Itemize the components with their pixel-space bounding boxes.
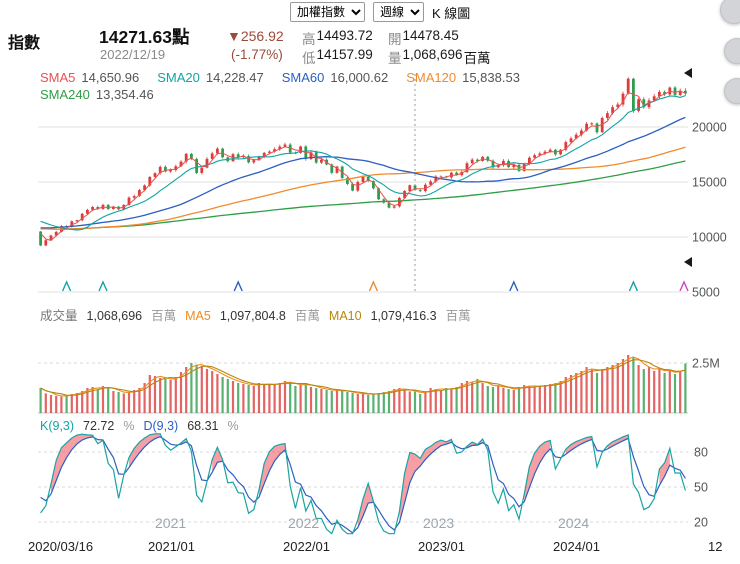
high-label: 高 — [302, 32, 316, 47]
sma120-value: 15,838.53 — [462, 70, 520, 85]
volume-ma5-label: MA5 — [185, 309, 211, 323]
volume-ma5-unit: 百萬 — [294, 309, 320, 323]
open-readout: 開 14478.45 — [388, 28, 459, 48]
event-markers — [61, 280, 689, 292]
kd-indicator-chart[interactable]: 80 50 20 — [0, 426, 740, 538]
sma120-label: SMA120 — [406, 70, 457, 85]
k-label: K(9,3) — [40, 419, 75, 433]
price-change: ▼256.92 — [227, 28, 284, 44]
candles — [39, 77, 687, 247]
volume-bars — [39, 355, 687, 413]
period-select[interactable]: 週線 — [373, 2, 424, 22]
sma5-value: 14,650.96 — [81, 70, 140, 85]
range-handle-bottom-icon[interactable] — [684, 257, 692, 267]
price-axis-tick: 15000 — [692, 176, 727, 190]
volume-legend: 成交量 1,068,696 百萬 MA5 1,097,804.8 百萬 MA10… — [40, 305, 471, 324]
volume-ma5-value: 1,097,804.8 — [219, 309, 286, 323]
volume-series-value: 1,068,696 — [86, 309, 143, 323]
k-value: 72.72 — [83, 419, 115, 433]
index-select[interactable]: 加權指數 — [290, 2, 365, 22]
range-handle-top-icon[interactable] — [684, 68, 692, 78]
main-price-chart[interactable]: 20000 15000 10000 5000 — [0, 66, 740, 302]
x-axis-label-2022: 2022/01 — [283, 539, 330, 554]
volume-ma10-value: 1,079,416.3 — [370, 309, 437, 323]
kd-axis-tick: 80 — [694, 446, 708, 460]
floating-widget-button-1[interactable] — [720, 0, 740, 24]
sma-legend-row2: SMA240 13,354.46 — [40, 87, 154, 102]
index-price: 14271.63點 — [99, 27, 190, 47]
price-axis-tick: 20000 — [692, 121, 727, 135]
price-axis-tick: 10000 — [692, 231, 727, 245]
k-unit: % — [123, 419, 135, 433]
sma240-value: 13,354.46 — [95, 87, 154, 102]
quote-date: 2022/12/19 — [100, 47, 166, 62]
sma-lines — [40, 90, 686, 241]
d-value: 68.31 — [187, 419, 219, 433]
price-axis-tick: 5000 — [692, 286, 720, 300]
volume-series-label: 成交量 — [40, 309, 78, 323]
low-readout: 低 14157.99 — [302, 47, 373, 67]
year-watermark-2024: 2024 — [558, 515, 590, 531]
floating-widget-button-2[interactable] — [724, 38, 740, 64]
low-value: 14157.99 — [316, 47, 373, 62]
volume-series-unit: 百萬 — [151, 309, 177, 323]
d-unit: % — [227, 419, 239, 433]
sma60-label: SMA60 — [281, 70, 325, 85]
volume-value: 1,068,696 — [402, 47, 463, 62]
open-label: 開 — [388, 32, 402, 47]
x-axis-label-2024: 2024/01 — [553, 539, 600, 554]
sma20-value: 14,228.47 — [205, 70, 264, 85]
volume-readout: 量 1,068,696 百萬 — [388, 47, 491, 67]
sma-legend-row1: SMA5 14,650.96 SMA20 14,228.47 SMA60 16,000… — [40, 70, 520, 85]
d-label: D(9,3) — [143, 419, 179, 433]
year-watermark-2022: 2022 — [288, 515, 320, 531]
kd-lines — [40, 433, 686, 535]
volume-ma10-unit: 百萬 — [445, 309, 471, 323]
sma240-label: SMA240 — [40, 87, 90, 102]
volume-chart[interactable]: 2.5M — [0, 322, 740, 417]
x-axis-label-end: 12 — [708, 539, 723, 554]
toolbar: 加權指數 週線 K 線圖 — [290, 2, 470, 22]
kd-axis-tick: 50 — [694, 481, 708, 495]
volume-unit: 百萬 — [463, 51, 491, 66]
low-label: 低 — [302, 51, 316, 66]
chart-type-label: K 線圖 — [432, 6, 471, 21]
year-watermark-2023: 2023 — [423, 515, 455, 531]
x-axis-label-2021: 2021/01 — [148, 539, 195, 554]
x-axis-label-2023: 2023/01 — [418, 539, 465, 554]
volume-axis-tick: 2.5M — [692, 357, 720, 371]
sma5-label: SMA5 — [40, 70, 76, 85]
kd-gridlines: 80 50 20 — [38, 446, 708, 530]
x-axis-label-start: 2020/03/16 — [28, 539, 94, 554]
volume-ma10-label: MA10 — [328, 309, 362, 323]
volume-ma-lines — [40, 356, 686, 397]
price-gridlines: 20000 15000 10000 5000 — [38, 121, 727, 300]
kd-axis-tick: 20 — [694, 516, 708, 530]
sma20-label: SMA20 — [157, 70, 200, 85]
volume-label: 量 — [388, 51, 402, 66]
high-readout: 高 14493.72 — [302, 28, 373, 48]
high-value: 14493.72 — [316, 28, 373, 43]
price-change-pct: (-1.77%) — [231, 47, 283, 62]
kd-legend: K(9,3) 72.72 % D(9,3) 68.31 % — [40, 419, 239, 433]
sma60-value: 16,000.62 — [330, 70, 389, 85]
year-watermark-2021: 2021 — [155, 515, 187, 531]
open-value: 14478.45 — [402, 28, 459, 43]
page-title: 指數 — [8, 35, 41, 52]
